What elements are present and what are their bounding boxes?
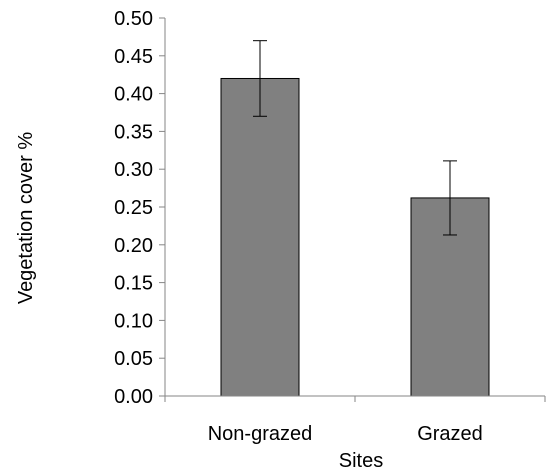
x-axis-title: Sites (339, 450, 383, 472)
y-tick-label: 0.50 (114, 8, 153, 30)
x-tick-label: Non-grazed (208, 423, 313, 445)
x-tick-label: Grazed (417, 423, 483, 445)
y-tick-label: 0.05 (114, 348, 153, 370)
y-tick-label: 0.10 (114, 310, 153, 332)
x-axis-ticks: Non-grazed Grazed (164, 396, 546, 445)
y-tick-label: 0.40 (114, 84, 153, 106)
bar (220, 77, 300, 397)
y-axis-ticks: 0.00 0.05 0.10 0.15 0.20 0.25 0.30 0.35 0.40 0.45… (114, 8, 165, 408)
y-axis-title: Vegetation cover % (15, 132, 37, 305)
bars (220, 77, 490, 397)
y-tick-label: 0.35 (114, 121, 153, 143)
y-tick-label: 0.45 (114, 46, 153, 68)
y-tick-label: 0.00 (114, 386, 153, 408)
error-bars (253, 40, 457, 236)
y-tick-label: 0.30 (114, 159, 153, 181)
y-tick-label: 0.20 (114, 235, 153, 257)
y-tick-label: 0.25 (114, 197, 153, 219)
y-tick-label: 0.15 (114, 273, 153, 295)
